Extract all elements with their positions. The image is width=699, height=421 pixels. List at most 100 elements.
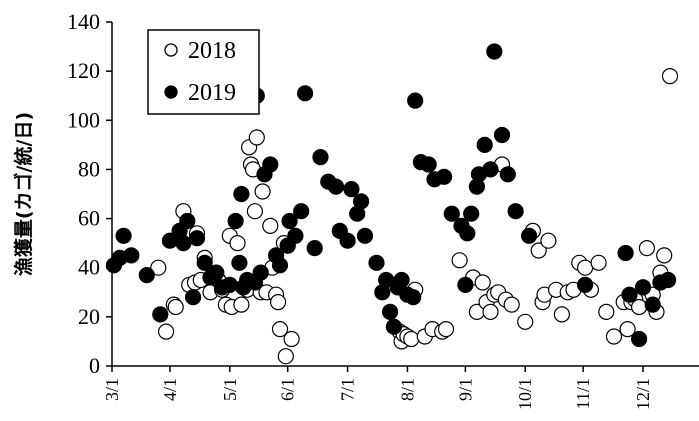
- point-2018: [254, 183, 271, 200]
- point-2019: [405, 289, 422, 306]
- y-tick-label: 140: [67, 9, 100, 34]
- y-tick-label: 20: [78, 304, 100, 329]
- legend: 2018 2019: [147, 29, 260, 115]
- point-2019: [368, 254, 385, 271]
- y-tick-label: 60: [78, 206, 100, 231]
- point-2018: [277, 348, 294, 365]
- point-2019: [356, 227, 374, 244]
- point-2018: [553, 306, 571, 323]
- x-tick-label: 10/1: [515, 378, 535, 410]
- point-2019: [233, 185, 250, 203]
- point-2019: [617, 244, 634, 262]
- point-2019: [385, 318, 402, 335]
- point-2018: [638, 240, 656, 257]
- point-2019: [644, 296, 661, 313]
- point-2019: [227, 212, 244, 230]
- point-2019: [576, 276, 594, 293]
- point-2019: [287, 227, 304, 244]
- point-2019: [393, 271, 410, 289]
- y-tick-label: 120: [67, 58, 100, 83]
- y-tick-label: 80: [78, 156, 100, 181]
- point-2018: [271, 321, 289, 338]
- y-tick-label: 40: [78, 255, 100, 280]
- point-2018: [233, 296, 250, 313]
- legend-box: [147, 29, 260, 115]
- point-2019: [634, 279, 652, 296]
- point-2018: [576, 259, 594, 276]
- point-2019: [353, 193, 370, 210]
- point-2018: [248, 129, 265, 146]
- x-tick-label: 11/1: [573, 378, 593, 409]
- point-2018: [262, 217, 279, 234]
- point-2019: [306, 240, 323, 257]
- point-2019: [476, 136, 493, 153]
- x-tick-label: 5/1: [220, 378, 240, 401]
- point-2019: [185, 289, 202, 306]
- point-2019: [221, 276, 238, 293]
- point-2019: [312, 149, 329, 166]
- y-ticks: 0 20 40 60 80 100 120 140: [67, 9, 112, 378]
- point-2019: [420, 156, 437, 173]
- point-2019: [463, 205, 480, 222]
- point-2019: [123, 247, 140, 264]
- point-2019: [115, 227, 132, 244]
- point-2019: [459, 225, 476, 242]
- legend-marker-2018: [164, 43, 178, 57]
- point-2018: [167, 298, 184, 316]
- x-tick-label: 9/1: [455, 378, 475, 401]
- point-2019: [262, 156, 279, 173]
- point-2019: [252, 264, 269, 281]
- point-2019: [281, 212, 298, 230]
- point-2019: [138, 267, 155, 284]
- point-2018: [661, 67, 679, 85]
- point-2018: [229, 235, 246, 252]
- point-2019: [407, 92, 424, 109]
- point-2019: [520, 227, 538, 244]
- point-2019: [179, 212, 196, 230]
- axes: [111, 22, 699, 367]
- point-2018: [619, 321, 636, 338]
- point-2018: [590, 254, 607, 271]
- legend-label-2019: 2019: [188, 80, 236, 106]
- y-tick-label: 100: [67, 107, 100, 132]
- x-ticks: 3/1 4/1 5/1 6/1 7/1 8/1 9/1 10/1 11/1 12/1: [102, 366, 653, 410]
- point-2019: [343, 181, 360, 198]
- point-2019: [493, 126, 511, 144]
- point-2019: [499, 166, 516, 183]
- point-2018: [598, 303, 615, 320]
- point-2018: [150, 259, 167, 276]
- point-2018: [437, 321, 455, 338]
- point-2019: [482, 161, 499, 178]
- point-2018: [283, 330, 300, 348]
- point-2018: [540, 232, 557, 249]
- x-tick-label: 7/1: [338, 378, 358, 401]
- point-2018: [403, 330, 420, 348]
- point-2019: [196, 254, 213, 271]
- point-2018: [517, 313, 534, 330]
- x-tick-label: 6/1: [278, 378, 298, 401]
- point-2019: [208, 264, 225, 281]
- point-2019: [486, 43, 503, 60]
- point-2019: [175, 235, 192, 252]
- point-2019: [659, 271, 677, 289]
- point-2019: [339, 232, 356, 249]
- point-2019: [271, 257, 289, 274]
- point-2019: [327, 178, 345, 195]
- point-2019: [152, 306, 169, 323]
- x-tick-label: 4/1: [160, 378, 180, 401]
- y-axis-label: 漁獲量(カゴ/統/日): [12, 112, 35, 276]
- point-2018: [656, 247, 673, 264]
- x-tick-label: 8/1: [397, 378, 417, 401]
- point-2018: [530, 242, 547, 259]
- point-2018: [482, 303, 499, 320]
- point-2018: [270, 294, 287, 311]
- point-2019: [297, 85, 314, 102]
- point-2018: [246, 203, 263, 220]
- x-tick-label: 12/1: [633, 378, 653, 410]
- y-tick-label: 0: [89, 353, 100, 378]
- point-2019: [457, 276, 474, 293]
- point-2019: [443, 205, 460, 222]
- point-2019: [231, 254, 248, 271]
- x-tick-label: 3/1: [102, 378, 122, 401]
